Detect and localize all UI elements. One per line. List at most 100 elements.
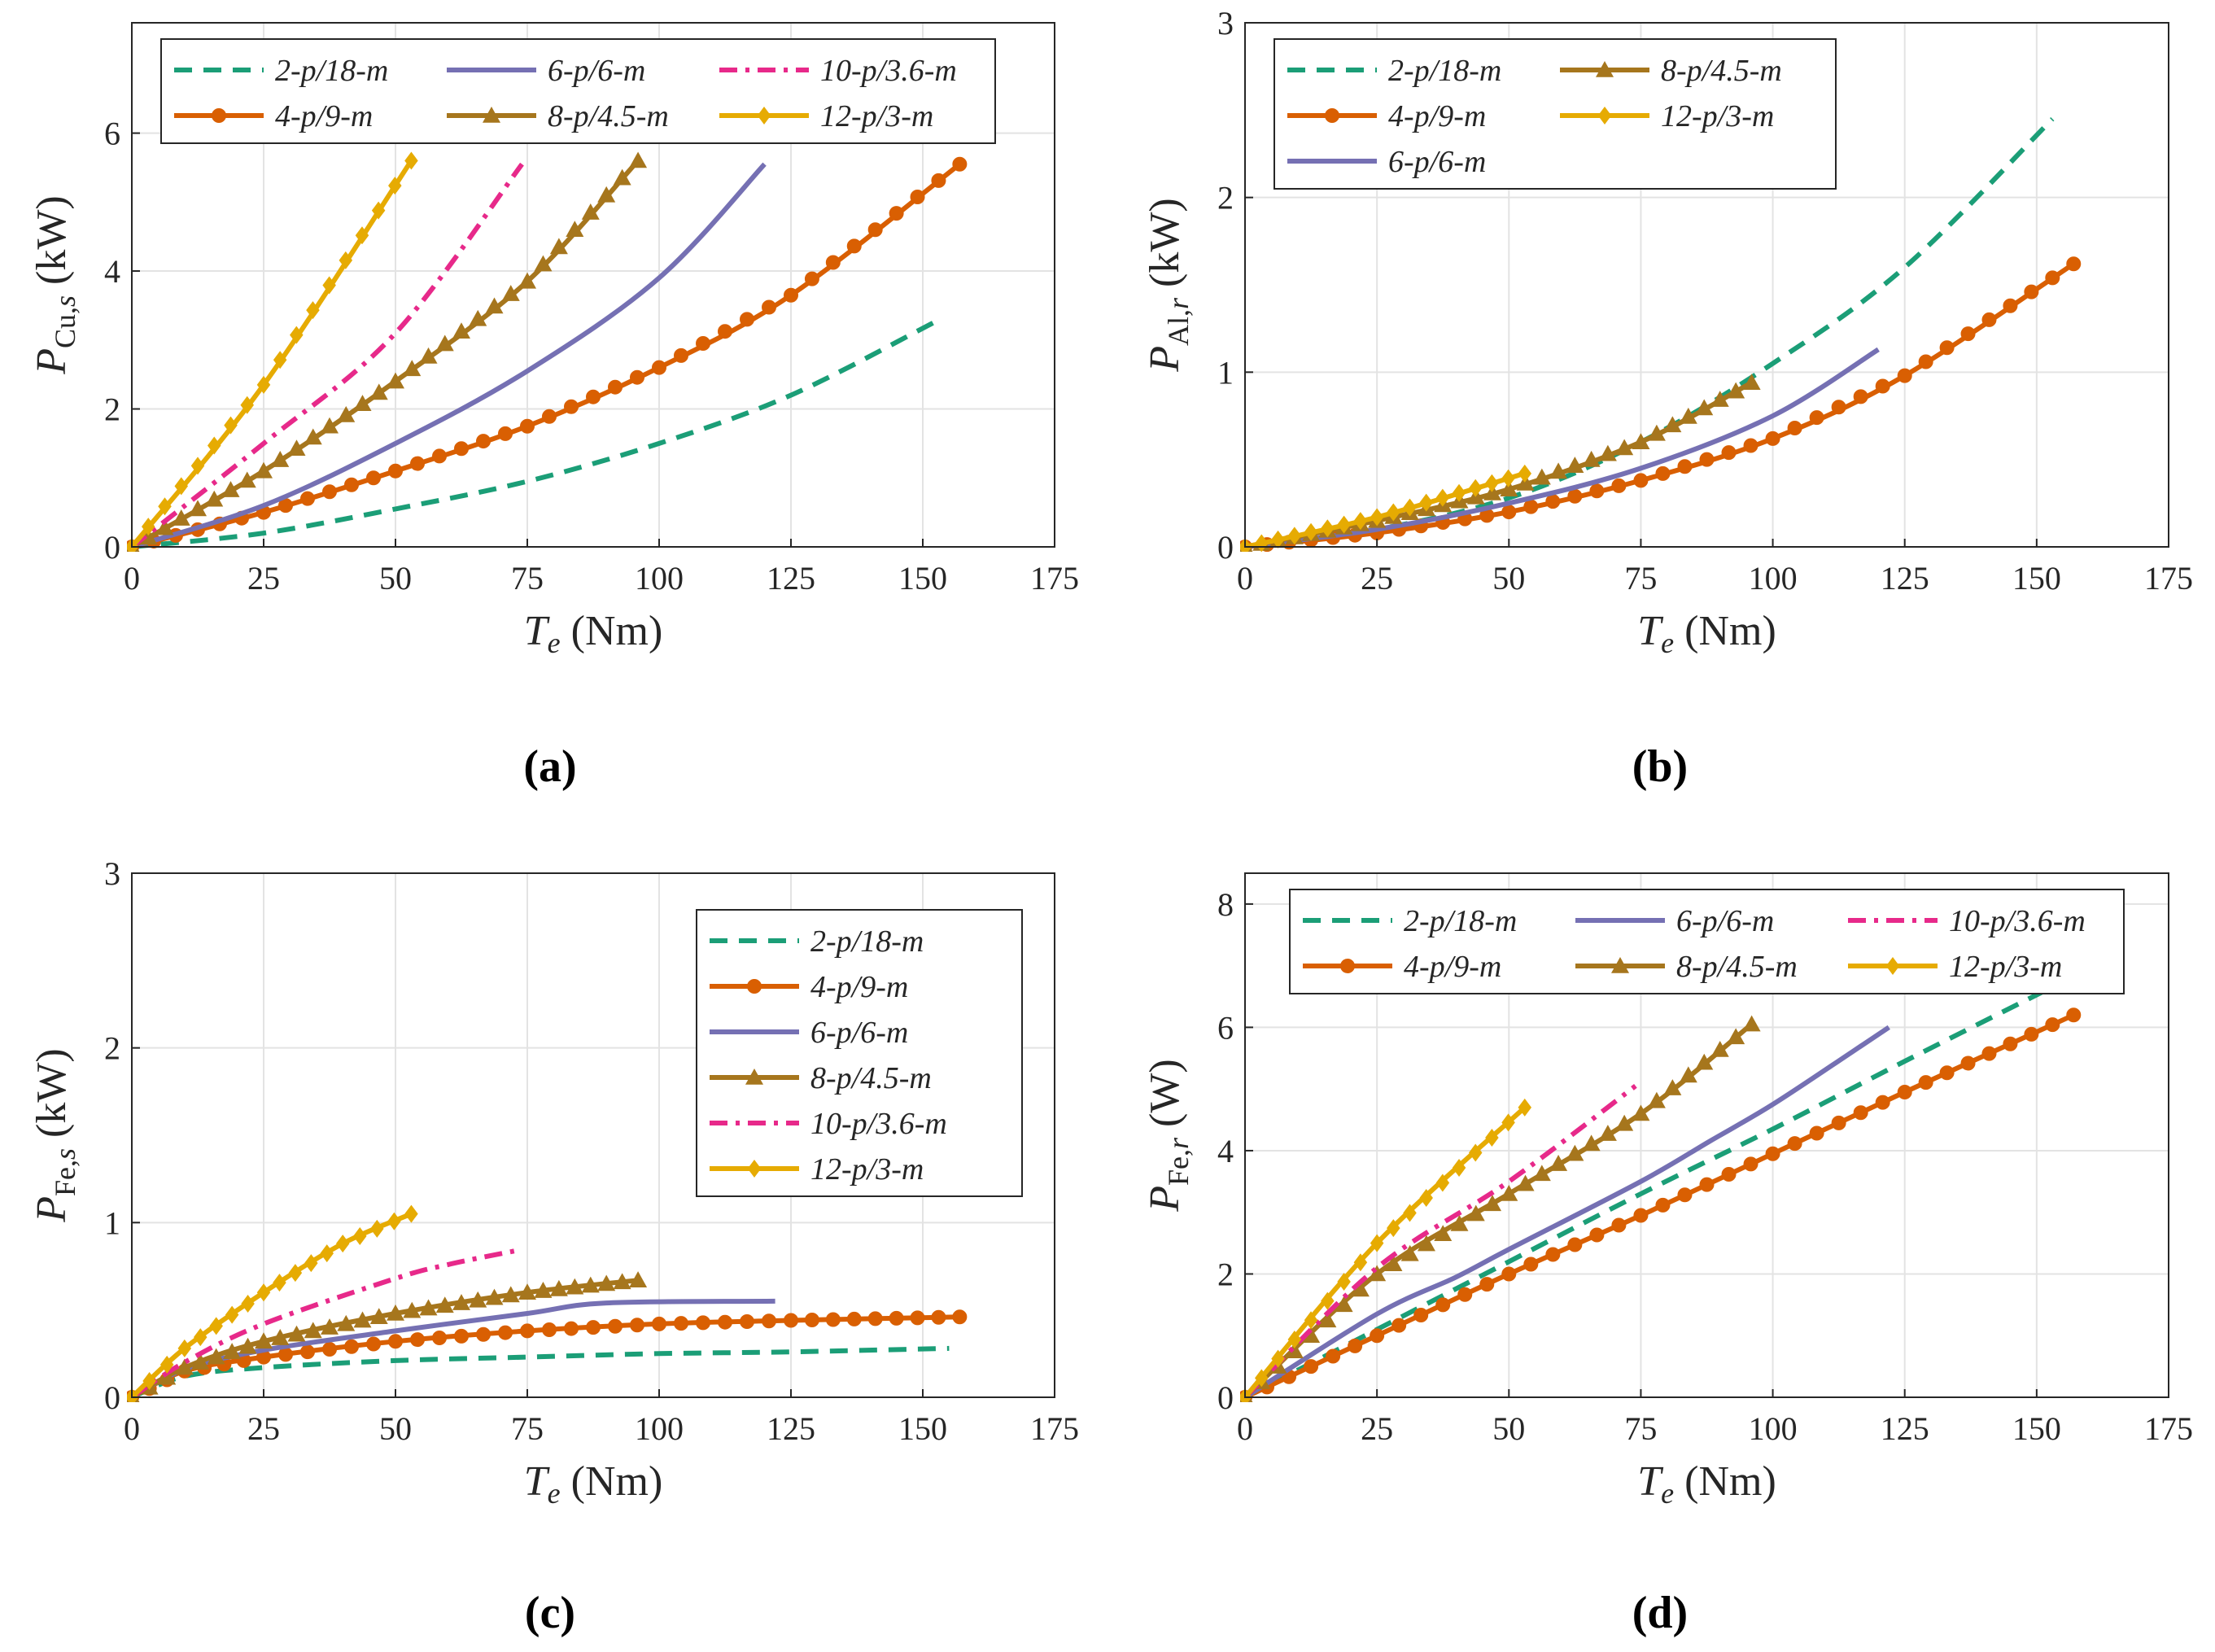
marker-8-p-4-5-m — [175, 1358, 194, 1375]
marker-4-p-9-m — [498, 426, 513, 441]
marker-8-p-4-5-m — [387, 372, 404, 389]
marker-12-p-3-m — [142, 518, 155, 536]
marker-12-p-3-m — [224, 416, 238, 435]
marker-4-p-9-m — [889, 206, 904, 221]
marker-8-p-4-5-m — [613, 1273, 631, 1290]
y-label-sub: Al, — [1162, 309, 1195, 346]
marker-8-p-4-5-m — [549, 1279, 568, 1296]
x-tick-label: 75 — [1624, 1410, 1657, 1447]
marker-4-p-9-m — [2045, 270, 2060, 286]
y-axis-label: PCu,s (kW) — [28, 195, 81, 375]
x-tick-label: 0 — [124, 1410, 140, 1447]
y-tick-label: 0 — [1217, 1379, 1234, 1416]
marker-12-p-3-m — [1255, 1369, 1269, 1388]
marker-12-p-3-m — [1287, 527, 1302, 545]
marker-12-p-3-m — [1321, 519, 1335, 538]
y-label-sub-italic: r — [1162, 297, 1195, 309]
marker-4-p-9-m — [1633, 1208, 1649, 1223]
marker-12-p-3-m — [209, 1317, 223, 1335]
x-axis-label: Te (Nm) — [524, 608, 663, 659]
marker-8-p-4-5-m — [597, 1274, 616, 1291]
x-label-main: T — [524, 1458, 550, 1505]
marker-4-p-9-m — [1479, 1277, 1495, 1292]
marker-8-p-4-5-m — [1351, 1280, 1370, 1297]
x-label-sub: e — [1661, 627, 1674, 659]
marker-12-p-3-m — [288, 1264, 303, 1283]
marker-8-p-4-5-m — [581, 1276, 600, 1293]
marker-12-p-3-m — [256, 1283, 271, 1302]
marker-4-p-9-m — [1348, 1338, 1363, 1353]
marker-4-p-9-m — [542, 409, 557, 424]
marker-8-p-4-5-m — [518, 272, 536, 289]
legend-label-6-p-6-m: 6-p/6-m — [548, 54, 645, 88]
marker-4-p-9-m — [825, 255, 841, 270]
marker-4-p-9-m — [1831, 1115, 1846, 1130]
y-tick-label: 3 — [104, 855, 120, 892]
marker-8-p-4-5-m — [304, 1322, 322, 1339]
y-label-sub: Fe, — [1162, 1149, 1195, 1186]
marker-4-p-9-m — [804, 1313, 819, 1328]
x-tick-label: 175 — [1030, 560, 1079, 597]
x-tick-label: 100 — [1749, 560, 1798, 597]
x-axis-label: Te (Nm) — [1637, 1458, 1776, 1510]
y-tick-label: 0 — [1217, 529, 1234, 566]
y-label-unit: (kW) — [28, 1048, 75, 1148]
chart-d: 0 25 50 75 100 125 150 175 0 2 4 6 8 Te (Nm) PFe,r (W)… — [1142, 872, 2193, 1638]
marker-4-p-9-m — [1457, 1287, 1473, 1302]
marker-4-p-9-m — [1743, 438, 1758, 453]
marker-8-p-4-5-m — [1450, 1214, 1469, 1231]
marker-8-p-4-5-m — [1302, 1326, 1321, 1344]
marker-8-p-4-5-m — [1647, 1091, 1666, 1108]
series-group — [127, 1204, 968, 1402]
marker-4-p-9-m — [1918, 1075, 1933, 1090]
y-tick-label: 4 — [1217, 1133, 1234, 1169]
x-axis-label: Te (Nm) — [1637, 608, 1776, 659]
x-tick-label: 175 — [1030, 1410, 1079, 1447]
marker-8-p-4-5-m — [1742, 1015, 1761, 1032]
x-tick-label: 50 — [379, 1410, 412, 1447]
marker-4-p-9-m — [322, 1341, 337, 1357]
legend-box — [1289, 889, 2125, 994]
marker-4-p-9-m — [410, 456, 425, 471]
marker-8-p-4-5-m — [1549, 1155, 1568, 1171]
y-label-sub: Fe, — [49, 1160, 81, 1196]
marker-4-p-9-m — [718, 324, 732, 339]
marker-12-p-3-m — [1468, 479, 1483, 497]
marker-8-p-4-5-m — [255, 461, 273, 479]
marker-8-p-4-5-m — [1742, 374, 1761, 391]
marker-12-p-3-m — [273, 351, 287, 369]
marker-8-p-4-5-m — [483, 107, 500, 123]
legend-box — [160, 38, 996, 144]
legend-label-4-p-9-m: 4-p/9-m — [275, 99, 373, 133]
legend: 2-p/18-m 4-p/9-m 6-p/6-m 8-p/4.5-m 10-p/3.6-… — [160, 38, 996, 144]
marker-8-p-4-5-m — [321, 1318, 339, 1335]
marker-4-p-9-m — [952, 156, 968, 172]
marker-12-p-3-m — [404, 151, 418, 170]
marker-8-p-4-5-m — [1516, 1174, 1535, 1191]
marker-4-p-9-m — [586, 1320, 601, 1335]
x-tick-label: 25 — [1361, 560, 1393, 597]
marker-8-p-4-5-m — [387, 1304, 404, 1321]
marker-4-p-9-m — [1501, 1266, 1517, 1282]
marker-8-p-4-5-m — [469, 1291, 487, 1308]
y-label-sub: Cu, — [49, 307, 81, 348]
marker-4-p-9-m — [652, 360, 666, 375]
marker-8-p-4-5-m — [581, 203, 600, 220]
marker-8-p-4-5-m — [518, 1283, 536, 1300]
legend-label-12-p-3-m: 12-p/3-m — [820, 99, 933, 133]
marker-12-p-3-m — [339, 251, 353, 269]
marker-12-p-3-m — [1353, 512, 1368, 531]
marker-4-p-9-m — [2003, 298, 2018, 313]
marker-4-p-9-m — [1721, 445, 1737, 461]
marker-4-p-9-m — [1567, 1237, 1583, 1252]
marker-4-p-9-m — [1981, 312, 1997, 327]
marker-4-p-9-m — [300, 491, 315, 506]
marker-4-p-9-m — [1939, 1065, 1955, 1081]
legend-label-2-p-18-m: 2-p/18-m — [1404, 904, 1517, 938]
marker-8-p-4-5-m — [1615, 439, 1634, 456]
marker-4-p-9-m — [454, 441, 469, 457]
marker-4-p-9-m — [846, 1311, 862, 1326]
legend-label-12-p-3-m: 12-p/3-m — [1949, 950, 2062, 984]
x-tick-label: 100 — [635, 560, 684, 597]
marker-4-p-9-m — [1304, 1359, 1319, 1374]
